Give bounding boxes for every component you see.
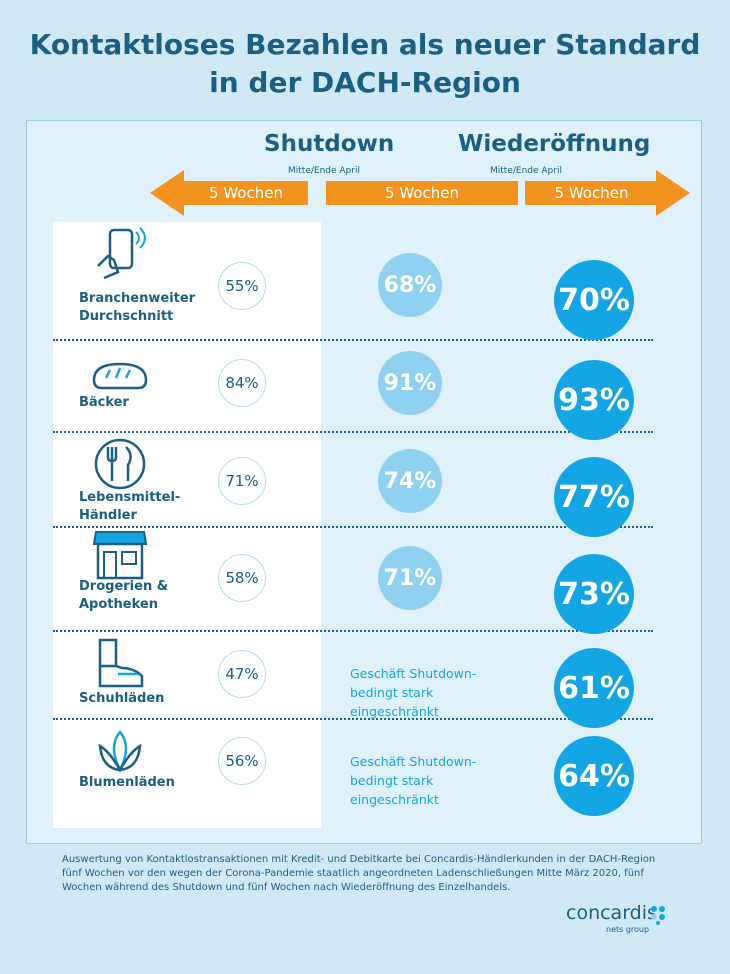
- category-label: Lebensmittel- Händler: [79, 489, 219, 525]
- brand-dots-icon: [651, 906, 665, 925]
- title-line-2: in der DACH-Region: [209, 66, 521, 99]
- category-label: Schuhläden: [79, 690, 219, 708]
- category-label-line: Branchenweiter: [79, 291, 196, 306]
- value-after-reopening: 70%: [554, 260, 634, 340]
- timeline-arrow: 5 Wochen 5 Wochen 5 Wochen: [150, 170, 690, 216]
- value-during-shutdown: 74%: [378, 449, 442, 513]
- phone-payment-icon: [90, 226, 150, 280]
- row-divider: [53, 431, 653, 433]
- row-divider: [53, 630, 653, 632]
- brand-subtitle: nets group: [606, 925, 650, 934]
- shutdown-note-line: Geschäft Shutdown-: [350, 666, 477, 681]
- weeks-shutdown-segment: 5 Wochen: [326, 181, 518, 205]
- shutdown-note: Geschäft Shutdown-bedingt stark eingeschr…: [350, 752, 500, 809]
- row-divider: [53, 526, 653, 528]
- category-label: Branchenweiter Durchschnitt: [79, 290, 219, 326]
- title-line-1: Kontaktloses Bezahlen als neuer Standard: [29, 28, 701, 61]
- footnote: Auswertung von Kontaktlostransaktionen m…: [62, 854, 656, 893]
- value-during-shutdown: 91%: [378, 351, 442, 415]
- category-label: Drogerien & Apotheken: [79, 578, 219, 614]
- boot-icon: [90, 638, 150, 692]
- phase-reopen-sub: Mitte/Ende April: [490, 166, 562, 176]
- category-label-line: Drogerien &: [79, 579, 169, 594]
- value-before-shutdown: 56%: [218, 737, 266, 785]
- category-label-line: Schuhläden: [79, 691, 165, 706]
- shutdown-note-line: eingeschränkt: [350, 792, 439, 807]
- page-title: Kontaktloses Bezahlen als neuer Standard…: [0, 26, 730, 102]
- value-during-shutdown: 68%: [378, 253, 442, 317]
- category-label-line: Durchschnitt: [79, 309, 174, 324]
- value-after-reopening: 61%: [554, 648, 634, 728]
- shutdown-note-line: eingeschränkt: [350, 704, 439, 719]
- category-label-line: Bäcker: [79, 395, 129, 410]
- shutdown-note-line: Geschäft Shutdown-: [350, 754, 477, 769]
- storefront-icon: [90, 528, 150, 582]
- value-during-shutdown: 71%: [378, 546, 442, 610]
- phase-shutdown-label: Shutdown: [264, 131, 395, 157]
- bread-icon: [90, 352, 150, 406]
- phase-reopen-label: Wiederöffnung: [458, 131, 651, 157]
- value-before-shutdown: 71%: [218, 457, 266, 505]
- value-after-reopening: 93%: [554, 360, 634, 440]
- flower-icon: [90, 726, 150, 780]
- arrow-left-head: [150, 170, 184, 216]
- value-before-shutdown: 58%: [218, 554, 266, 602]
- shutdown-note-line: bedingt stark: [350, 685, 434, 700]
- category-label-line: Blumenläden: [79, 775, 175, 790]
- brand-logo-text: concardis: [566, 902, 657, 924]
- baseline-column-background: [53, 222, 321, 828]
- value-after-reopening: 73%: [554, 554, 634, 634]
- category-label-line: Apotheken: [79, 597, 158, 612]
- fork-knife-icon: [90, 437, 150, 491]
- phase-shutdown-sub: Mitte/Ende April: [288, 166, 360, 176]
- value-after-reopening: 77%: [554, 457, 634, 537]
- row-divider: [53, 339, 653, 341]
- value-before-shutdown: 84%: [218, 359, 266, 407]
- arrow-right-head: [656, 170, 690, 216]
- category-label: Bäcker: [79, 394, 219, 412]
- value-after-reopening: 64%: [554, 736, 634, 816]
- weeks-before-segment: 5 Wochen: [184, 181, 308, 205]
- category-label-line: Lebensmittel-: [79, 490, 181, 505]
- weeks-reopen-segment: 5 Wochen: [525, 181, 658, 205]
- category-label: Blumenläden: [79, 774, 219, 792]
- category-label-line: Händler: [79, 508, 137, 523]
- value-before-shutdown: 47%: [218, 650, 266, 698]
- shutdown-note: Geschäft Shutdown-bedingt stark eingeschr…: [350, 664, 500, 721]
- shutdown-note-line: bedingt stark: [350, 773, 434, 788]
- value-before-shutdown: 55%: [218, 262, 266, 310]
- row-divider: [53, 718, 653, 720]
